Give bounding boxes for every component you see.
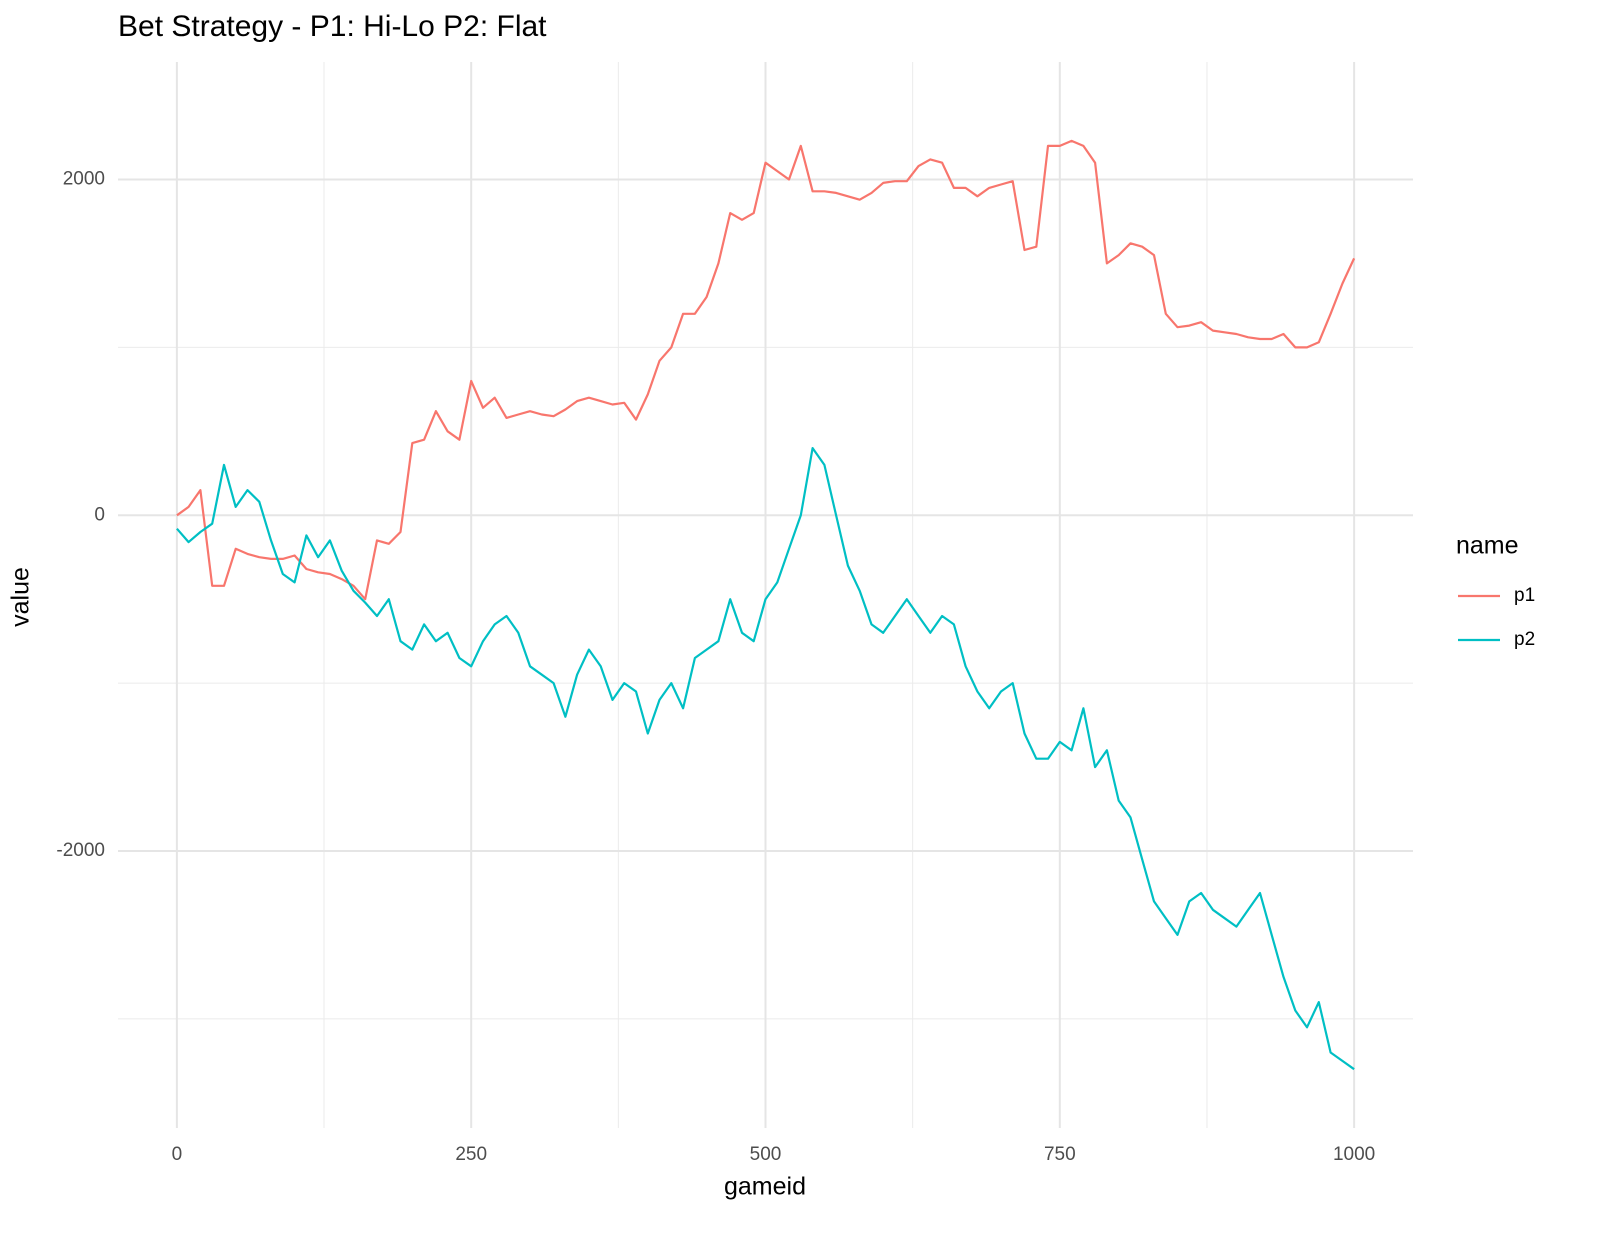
- y-axis-title: value: [7, 567, 35, 627]
- y-tick-label: 0: [94, 504, 105, 525]
- y-tick-label: -2000: [56, 840, 105, 861]
- x-tick-label: 500: [750, 1144, 782, 1165]
- legend-label: p1: [1514, 585, 1535, 606]
- data-line: [176, 139, 1356, 601]
- x-tick-label: 750: [1044, 1144, 1076, 1165]
- x-tick-label: 0: [172, 1144, 183, 1165]
- chart-title: Bet Strategy - P1: Hi-Lo P2: Flat: [118, 10, 547, 43]
- data-line: [176, 447, 1355, 1071]
- x-tick-label: 250: [455, 1144, 487, 1165]
- legend-title: name: [1456, 532, 1519, 560]
- y-tick-label: 2000: [63, 169, 105, 190]
- x-tick-label: 1000: [1333, 1144, 1375, 1165]
- legend-label: p2: [1514, 629, 1535, 650]
- x-axis-title: gameid: [724, 1173, 806, 1201]
